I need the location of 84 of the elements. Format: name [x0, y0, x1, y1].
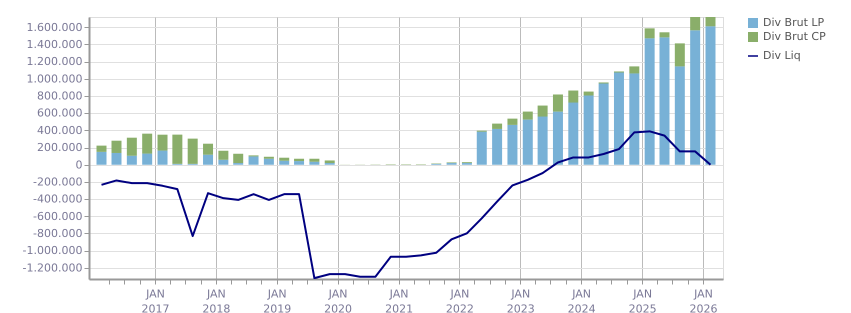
x-tick-label: JAN 2019: [263, 288, 292, 313]
y-tick-label: -1.000.000: [22, 244, 82, 258]
bar: [690, 30, 700, 165]
bar: [552, 94, 563, 112]
bar: [568, 90, 578, 103]
bar: [309, 162, 320, 165]
line-series: [100, 130, 712, 279]
bar: [522, 112, 533, 120]
bar: [674, 66, 685, 165]
bar: [112, 152, 122, 165]
y-tick-label: 1.400.000: [26, 38, 82, 51]
bar: [584, 96, 594, 165]
bar: [568, 102, 578, 165]
y-tick-label: 1.200.000: [26, 55, 82, 68]
y-tick-label: 0: [76, 158, 82, 172]
bar: [188, 138, 198, 164]
bar: [492, 124, 502, 129]
bar: [674, 43, 685, 66]
bar: [522, 120, 533, 165]
bar: [126, 138, 137, 156]
bar: [309, 158, 320, 162]
x-tick-label: JAN 2022: [446, 288, 474, 313]
legend-label: Div Brut LP: [763, 16, 825, 29]
y-tick-label: -400.000: [33, 192, 82, 206]
bar: [142, 154, 152, 165]
bar: [584, 92, 594, 96]
x-tick-label: JAN 2020: [324, 288, 352, 313]
bar: [158, 150, 168, 165]
bar: [203, 154, 214, 165]
bar: [598, 83, 609, 165]
bar: [142, 134, 152, 154]
bar: [279, 160, 290, 165]
bar: [492, 128, 502, 165]
bar: [158, 134, 168, 151]
bar: [96, 146, 106, 152]
y-tick-label: 600.000: [37, 106, 82, 120]
x-tick-label: JAN 2026: [689, 288, 718, 313]
bar: [644, 28, 655, 38]
x-tick-label: JAN 2023: [506, 288, 535, 313]
bar: [248, 156, 259, 165]
bar: [644, 38, 655, 165]
y-tick-label: -200.000: [33, 175, 82, 188]
bar: [507, 124, 518, 165]
bar: [264, 158, 274, 165]
bar: [218, 160, 228, 165]
y-tick-label: -800.000: [33, 226, 82, 240]
legend-label: Div Liq: [763, 49, 801, 62]
bar: [279, 158, 290, 161]
y-tick-label: -600.000: [33, 210, 82, 223]
bar: [538, 106, 548, 117]
bar: [324, 160, 335, 164]
bar: [659, 37, 670, 165]
bar: [706, 17, 716, 26]
x-tick-label: JAN 2017: [142, 288, 170, 313]
bar: [203, 144, 214, 155]
bar: [507, 118, 518, 125]
y-tick-label: 1.600.000: [26, 20, 82, 34]
bar: [172, 134, 182, 164]
legend-label: Div Brut CP: [763, 30, 826, 43]
bar: [552, 112, 563, 165]
x-tick-label: JAN 2018: [202, 288, 230, 313]
y-tick-label: -1.200.000: [22, 261, 82, 274]
bar: [476, 132, 487, 165]
x-tick-label: JAN 2025: [628, 288, 657, 313]
bar: [706, 26, 716, 165]
bar: [233, 154, 244, 164]
bar: [629, 66, 640, 74]
bar: [614, 72, 624, 165]
x-tick-label: JAN 2024: [568, 288, 596, 313]
bar: [659, 32, 670, 38]
bar: [112, 140, 122, 153]
y-tick-label: 400.000: [37, 124, 82, 137]
x-tick-label: JAN 2021: [385, 288, 414, 313]
bar: [218, 150, 228, 160]
y-tick-label: 800.000: [37, 90, 82, 103]
y-tick-label: 200.000: [37, 141, 82, 154]
bar: [96, 152, 106, 165]
bar: [294, 161, 304, 165]
bar: [294, 158, 304, 162]
bar: [690, 17, 700, 30]
bar: [538, 116, 548, 165]
y-tick-label: 1.000.000: [26, 72, 82, 86]
bar: [126, 156, 137, 165]
bar: [629, 73, 640, 165]
